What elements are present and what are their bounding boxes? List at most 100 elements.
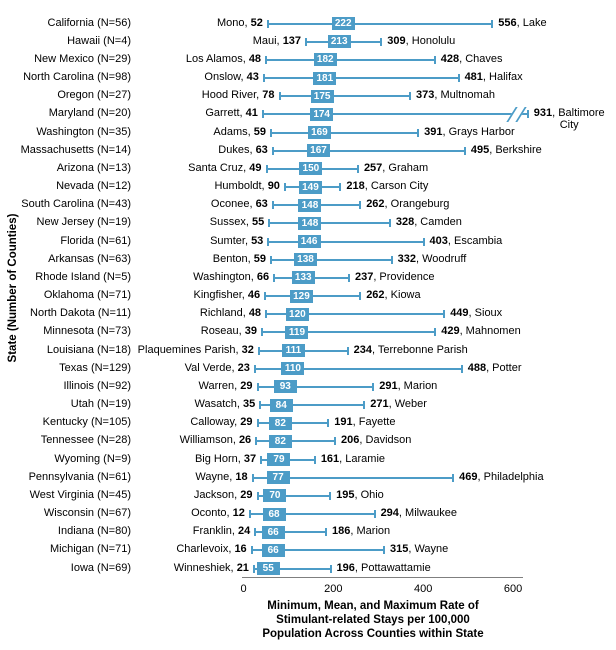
range-line <box>261 331 437 334</box>
max-cap <box>380 37 383 46</box>
range-line <box>265 58 436 61</box>
min-cap <box>251 473 254 482</box>
state-label: Wisconsin (N=67) <box>43 507 131 520</box>
state-label: Florida (N=61) <box>60 234 131 247</box>
min-cap <box>278 92 281 101</box>
min-cap <box>268 219 271 228</box>
mean-value-box: 70 <box>263 489 287 503</box>
min-county-label: Wayne, 18 <box>195 470 248 483</box>
mean-value-box: 93 <box>273 380 297 394</box>
range-line <box>262 77 460 79</box>
max-cap <box>356 164 359 173</box>
min-county-label: Big Horn, 37 <box>194 452 257 465</box>
mean-value-box: 66 <box>261 525 285 539</box>
range-line <box>278 95 412 98</box>
mean-value-box: 138 <box>293 253 317 267</box>
mean-value-box: 129 <box>289 289 313 303</box>
max-cap <box>422 237 425 246</box>
mean-value-box: 66 <box>261 543 285 557</box>
range-line <box>270 131 420 134</box>
range-line <box>256 385 375 388</box>
min-county-label: Mono, 52 <box>216 16 263 29</box>
min-cap <box>262 74 265 82</box>
min-cap <box>271 201 274 210</box>
min-county-label: Wasatch, 35 <box>194 398 256 411</box>
min-county-label: Onslow, 43 <box>204 71 259 83</box>
min-cap <box>265 310 268 319</box>
max-cap <box>526 110 529 119</box>
x-tick-label: 400 <box>413 583 433 595</box>
state-label: Maryland (N=20) <box>48 107 131 120</box>
max-cap <box>334 437 337 446</box>
min-county-label: Los Alamos, 48 <box>185 52 262 65</box>
range-line <box>265 313 446 316</box>
state-label: Hawaii (N=4) <box>67 34 131 47</box>
mean-value-box: 119 <box>285 325 309 339</box>
state-label: Tennessee (N=28) <box>40 434 131 447</box>
x-tick-label: 200 <box>324 583 343 595</box>
min-county-label: Sussex, 55 <box>209 216 265 229</box>
range-line <box>254 531 328 534</box>
state-label: Washington (N=35) <box>36 125 131 138</box>
min-cap <box>259 401 262 410</box>
state-label: Michigan (N=71) <box>49 543 131 556</box>
min-county-label: Santa Cruz, 49 <box>188 161 262 174</box>
max-county-label: 449, Sioux <box>450 307 503 320</box>
min-county-label: Williamson, 26 <box>179 434 252 447</box>
max-county-label: 234, Terrebonne Parish <box>353 343 468 356</box>
max-cap <box>373 510 376 519</box>
max-cap <box>463 146 466 155</box>
max-cap <box>417 128 420 137</box>
min-cap <box>248 510 251 519</box>
range-line <box>271 149 466 152</box>
range-line <box>266 22 494 25</box>
mean-value-box: 169 <box>307 126 331 140</box>
mean-value-box: 149 <box>298 180 322 194</box>
range-line <box>256 422 330 425</box>
max-county-label: 481, Halifax <box>464 71 523 83</box>
min-cap <box>265 164 268 173</box>
max-county-label: 262, Orangeburg <box>366 198 450 211</box>
mean-value-box: 175 <box>310 89 334 103</box>
max-county-label: 931, Baltimore City <box>533 107 605 132</box>
max-county-label: 328, Camden <box>395 216 462 229</box>
max-cap <box>452 473 455 482</box>
min-county-label: Charlevoix, 16 <box>176 543 247 556</box>
max-cap <box>347 273 350 282</box>
state-label: South Carolina (N=43) <box>21 198 131 211</box>
max-cap <box>329 491 332 500</box>
state-label: Rhode Island (N=5) <box>35 270 131 283</box>
max-cap <box>363 401 366 410</box>
mean-value-box: 133 <box>291 271 315 285</box>
mean-value-box: 181 <box>313 71 337 85</box>
state-label: Louisiana (N=18) <box>46 343 131 356</box>
max-county-label: 332, Woodruff <box>397 252 467 265</box>
state-label: New Mexico (N=29) <box>34 52 131 65</box>
min-county-label: Hood River, 78 <box>201 89 275 102</box>
min-cap <box>253 364 256 373</box>
max-county-label: 495, Berkshire <box>470 143 542 156</box>
max-county-label: 488, Potter <box>467 361 522 374</box>
min-cap <box>256 382 259 391</box>
max-cap <box>457 74 460 82</box>
state-label: Oklahoma (N=71) <box>43 289 131 302</box>
max-cap <box>339 183 342 192</box>
min-county-label: Richland, 48 <box>199 307 262 320</box>
min-county-label: Sumter, 53 <box>210 234 264 247</box>
max-cap <box>382 546 385 555</box>
mean-value-box: 213 <box>327 35 351 49</box>
min-county-label: Val Verde, 23 <box>184 361 250 374</box>
min-cap <box>305 37 308 46</box>
max-cap <box>390 255 393 264</box>
mean-value-box: 77 <box>266 471 290 485</box>
mean-value-box: 79 <box>267 453 291 467</box>
min-cap <box>270 255 272 264</box>
min-cap <box>257 346 260 355</box>
mean-value-box: 82 <box>268 434 292 448</box>
min-cap <box>264 292 267 301</box>
mean-value-box: 148 <box>298 198 322 212</box>
max-county-label: 206, Davidson <box>341 434 412 447</box>
min-county-label: Franklin, 24 <box>192 525 251 538</box>
min-cap <box>261 328 264 337</box>
max-cap <box>491 19 494 28</box>
